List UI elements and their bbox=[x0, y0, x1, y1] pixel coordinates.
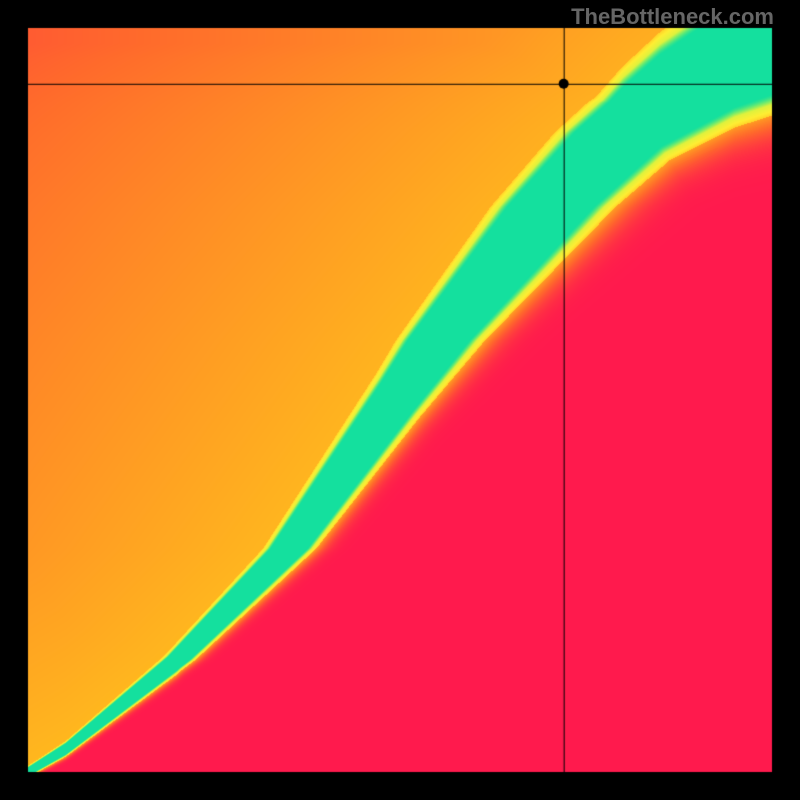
watermark-text: TheBottleneck.com bbox=[571, 4, 774, 30]
chart-container: TheBottleneck.com bbox=[0, 0, 800, 800]
bottleneck-heatmap bbox=[0, 0, 800, 800]
